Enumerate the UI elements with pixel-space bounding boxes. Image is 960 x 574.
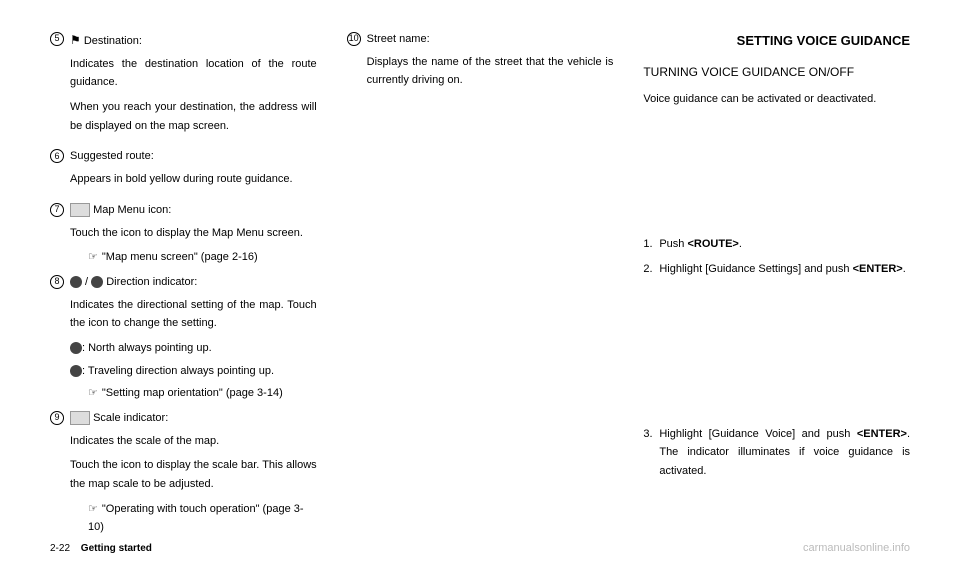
item-8-ref-text: ☞ "Setting map orientation" (page 3-14) [88,384,317,403]
item-8-label: / Direction indicator: [70,273,317,292]
step-2-btn: <ENTER> [853,263,903,275]
num-7: 7 [50,203,64,217]
item-8-desc1: Indicates the directional setting of the… [70,296,317,333]
map-menu-icon [70,203,90,217]
item-8-sub2: : Traveling direction always pointing up… [70,362,317,381]
ref-icon: ☞ [88,248,98,267]
step-3-text: Highlight [Guidance Voice] and push <ENT… [659,425,910,481]
num-10: 10 [347,32,361,46]
item-9-ref-value: "Operating with touch operation" (page 3… [88,503,304,534]
scale-icon [70,411,90,425]
item-7-ref: ☞ "Map menu screen" (page 2-16) [70,248,317,267]
compass-icon-1 [70,276,82,288]
item-8-sub2-text: : Traveling direction always pointing up… [82,365,274,377]
item-7-ref-text: ☞ "Map menu screen" (page 2-16) [88,248,317,267]
step-1-text-part: Push [659,238,687,250]
step-1: 1. Push <ROUTE>. [643,235,910,254]
item-7-label-text: Map Menu icon: [93,204,171,216]
column-right: SETTING VOICE GUIDANCE TURNING VOICE GUI… [643,30,910,543]
spacer-2 [643,285,910,425]
step-1-end: . [739,238,742,250]
item-6-label: Suggested route: [70,147,317,166]
flag-icon: ⚑ [70,30,81,50]
item-9-desc2: Touch the icon to display the scale bar.… [70,456,317,493]
spacer-1 [643,115,910,235]
subsection-title: TURNING VOICE GUIDANCE ON/OFF [643,62,910,82]
section-title: SETTING VOICE GUIDANCE [643,30,910,52]
item-9-ref-text: ☞"Operating with touch operation" (page … [88,500,317,537]
item-7-content: Map Menu icon: Touch the icon to display… [70,201,317,267]
num-5: 5 [50,32,64,46]
item-9: 9 Scale indicator: Indicates the scale o… [50,409,317,537]
item-9-content: Scale indicator: Indicates the scale of … [70,409,317,537]
page-content: 5 ⚑ Destination: Indicates the destinati… [50,30,910,543]
compass-icon-2 [91,276,103,288]
step-1-text: Push <ROUTE>. [659,235,742,254]
step-3-btn: <ENTER> [857,428,907,440]
ref-icon-8: ☞ [88,384,98,403]
item-8-ref-value: "Setting map orientation" (page 3-14) [102,387,283,399]
column-left: 5 ⚑ Destination: Indicates the destinati… [50,30,317,543]
intro-text: Voice guidance can be activated or deact… [643,90,910,109]
item-5-label-text: Destination: [84,35,142,47]
item-5-content: ⚑ Destination: Indicates the destination… [70,30,317,141]
item-8-content: / Direction indicator: Indicates the dir… [70,273,317,403]
item-9-ref: ☞"Operating with touch operation" (page … [70,500,317,537]
item-7-ref-value: "Map menu screen" (page 2-16) [102,251,258,263]
footer-section: Getting started [81,543,152,554]
step-2-text: Highlight [Guidance Settings] and push <… [659,260,905,279]
item-8: 8 / Direction indicator: Indicates the d… [50,273,317,403]
item-5-desc2: When you reach your destination, the add… [70,98,317,135]
item-5: 5 ⚑ Destination: Indicates the destinati… [50,30,317,141]
num-8: 8 [50,275,64,289]
item-6: 6 Suggested route: Appears in bold yello… [50,147,317,194]
column-middle: 10 Street name: Displays the name of the… [347,30,614,543]
item-6-content: Suggested route: Appears in bold yellow … [70,147,317,194]
watermark: carmanualsonline.info [803,542,910,554]
item-8-sub1: : North always pointing up. [70,339,317,358]
item-10-content: Street name: Displays the name of the st… [367,30,614,96]
step-2: 2. Highlight [Guidance Settings] and pus… [643,260,910,279]
item-8-sub1-text: : North always pointing up. [82,342,212,354]
item-9-label-text: Scale indicator: [93,412,168,424]
item-10-desc1: Displays the name of the street that the… [367,53,614,90]
page-number: 2-22 [50,543,70,554]
item-7-desc1: Touch the icon to display the Map Menu s… [70,224,317,243]
item-10-label: Street name: [367,30,614,49]
step-2-end: . [903,263,906,275]
footer-left: 2-22 Getting started [50,543,152,554]
item-5-label: ⚑ Destination: [70,30,317,51]
step-3: 3. Highlight [Guidance Voice] and push <… [643,425,910,481]
ref-icon-9: ☞ [88,500,98,519]
north-icon [70,342,82,354]
item-7-label: Map Menu icon: [70,201,317,220]
step-2-num: 2. [643,260,659,279]
item-9-desc1: Indicates the scale of the map. [70,432,317,451]
item-8-label-text: Direction indicator: [106,276,197,288]
step-3-num: 3. [643,425,659,481]
heading-icon [70,365,82,377]
step-1-num: 1. [643,235,659,254]
item-9-label: Scale indicator: [70,409,317,428]
item-6-desc1: Appears in bold yellow during route guid… [70,170,317,189]
item-5-desc1: Indicates the destination location of th… [70,55,317,92]
num-9: 9 [50,411,64,425]
step-1-btn: <ROUTE> [687,238,738,250]
item-10: 10 Street name: Displays the name of the… [347,30,614,96]
step-3-text-part: Highlight [Guidance Voice] and push [659,428,856,440]
item-7: 7 Map Menu icon: Touch the icon to displ… [50,201,317,267]
step-2-text-part: Highlight [Guidance Settings] and push [659,263,852,275]
num-6: 6 [50,149,64,163]
item-8-ref: ☞ "Setting map orientation" (page 3-14) [70,384,317,403]
